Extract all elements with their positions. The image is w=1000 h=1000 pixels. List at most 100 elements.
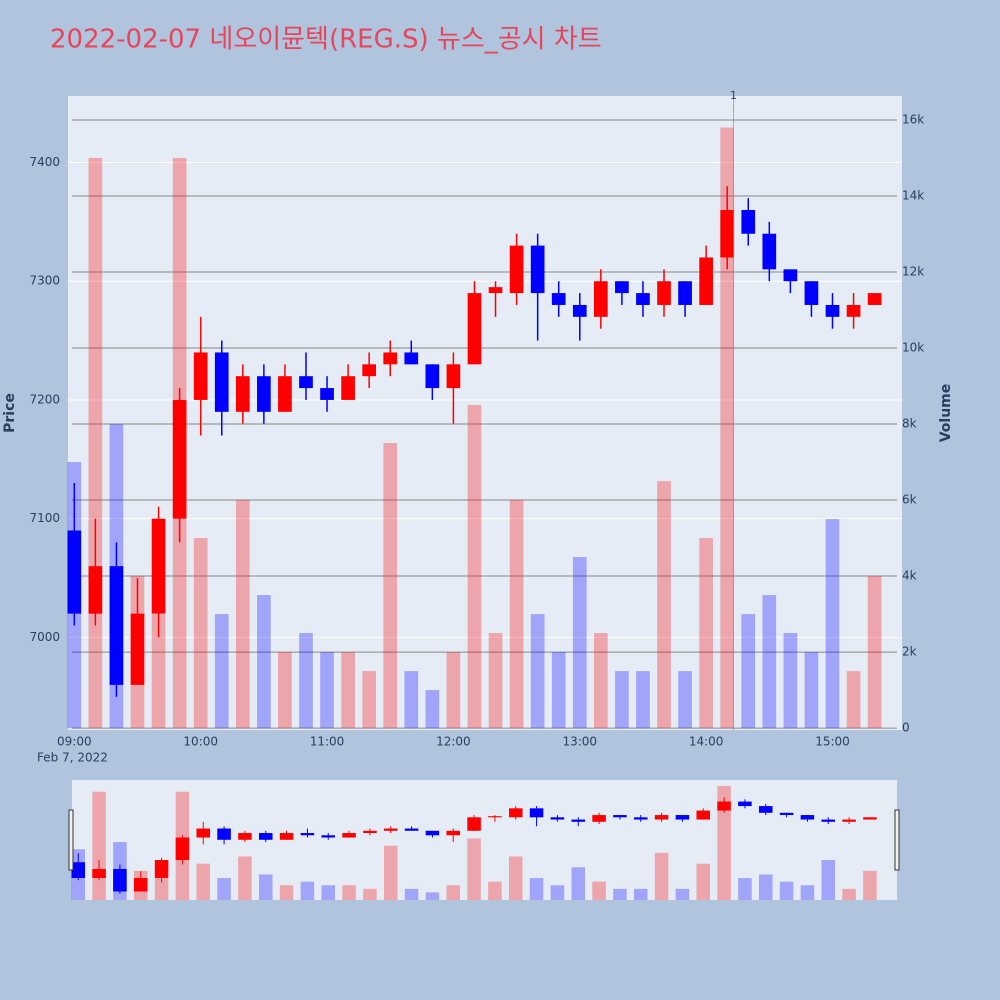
- slider-candle-body: [633, 817, 648, 820]
- volume-bar: [88, 157, 103, 729]
- volume-bar: [678, 671, 692, 729]
- y-axis-title: Price: [2, 393, 18, 433]
- candle-body: [720, 209, 735, 258]
- slider-volume-bar: [779, 881, 794, 900]
- x-tick-label: 10:00: [183, 735, 218, 749]
- candle-body: [615, 281, 629, 294]
- slider-volume-bar: [279, 885, 294, 900]
- volume-bar: [572, 557, 587, 729]
- candle-body: [235, 376, 250, 412]
- slider-candle-body: [425, 830, 440, 836]
- candle-body: [109, 566, 124, 685]
- slider-volume-bar: [821, 860, 836, 900]
- slider-candle-body: [196, 828, 211, 838]
- slider-volume-bar: [613, 888, 627, 900]
- candle-body: [636, 293, 650, 305]
- y2-tick-label: 2k: [902, 645, 917, 659]
- candle-body: [762, 233, 777, 270]
- y2-tick-label: 12k: [902, 264, 924, 278]
- volume-bar: [425, 690, 440, 729]
- slider-candle-body: [217, 828, 231, 840]
- slider-volume-bar: [383, 845, 398, 900]
- y-tick-label: 7200: [29, 392, 60, 406]
- volume-bar: [804, 652, 819, 729]
- volume-bar: [720, 127, 735, 729]
- slider-candle-body: [92, 868, 106, 878]
- y2-tick-label: 6k: [902, 493, 917, 507]
- volume-bar: [551, 652, 566, 729]
- slider-handle[interactable]: [68, 809, 74, 871]
- volume-bar: [151, 614, 166, 729]
- x-tick-label: 13:00: [562, 735, 597, 749]
- y2-tick-label: 8k: [902, 417, 917, 431]
- candle-body: [278, 376, 292, 412]
- volume-bar: [257, 595, 271, 729]
- annotation-text: 1: [730, 89, 737, 102]
- slider-volume-bar: [675, 888, 690, 900]
- slider-volume-bar: [738, 878, 752, 900]
- slider-candle-body: [779, 812, 794, 816]
- candle-body: [846, 304, 861, 317]
- x-tick-label: 15:00: [815, 735, 850, 749]
- slider-candle-body: [654, 815, 669, 820]
- slider-volume-bar: [571, 867, 586, 900]
- plot-area: [68, 96, 902, 730]
- x-date-label: Feb 7, 2022: [37, 751, 108, 765]
- y2-tick-label: 4k: [902, 569, 917, 583]
- slider-volume-bar: [404, 888, 419, 900]
- y2-tick-label: 0: [902, 721, 910, 735]
- volume-bar: [593, 633, 608, 729]
- candle-body: [551, 293, 566, 305]
- slider-candle-body: [175, 837, 190, 860]
- slider-volume-bar: [446, 885, 461, 900]
- range-slider[interactable]: [72, 780, 897, 900]
- candle-body: [320, 388, 334, 400]
- slider-candle-body: [758, 806, 773, 813]
- x-tick-label: 12:00: [436, 735, 471, 749]
- slider-candle-body: [321, 835, 336, 838]
- slider-volume-bar: [696, 863, 711, 900]
- slider-volume-bar: [321, 885, 336, 900]
- slider-handle[interactable]: [894, 809, 900, 871]
- volume-bar: [762, 595, 777, 729]
- slider-candle-body: [863, 817, 877, 820]
- volume-bar: [825, 519, 840, 729]
- slider-volume-bar: [529, 878, 544, 900]
- candle-body: [741, 209, 756, 234]
- slider-volume-bar: [238, 856, 252, 900]
- candle-body: [804, 281, 819, 305]
- slider-volume-bar: [633, 888, 648, 900]
- slider-candle-body: [529, 808, 544, 818]
- candle-body: [530, 245, 545, 294]
- slider-volume-bar: [196, 863, 211, 900]
- volume-bar: [846, 671, 861, 729]
- slider-candle-body: [363, 830, 377, 834]
- volume-bar: [383, 443, 398, 729]
- volume-bar: [867, 576, 882, 729]
- volume-bar: [299, 633, 313, 729]
- slider-candle-body: [571, 819, 586, 822]
- candle-body: [67, 530, 82, 614]
- chart-title: 2022-02-07 네오이뮨텍(REG.S) 뉴스_공시 차트: [50, 25, 602, 55]
- x-tick-label: 14:00: [689, 735, 724, 749]
- slider-volume-bar: [550, 885, 565, 900]
- slider-candle-body: [467, 817, 481, 831]
- y-tick-label: 7400: [29, 155, 60, 169]
- volume-bar: [467, 405, 482, 729]
- candle-body: [446, 364, 461, 389]
- volume-bar: [636, 671, 650, 729]
- candle-body: [467, 293, 482, 365]
- slider-volume-bar: [217, 878, 231, 900]
- volume-bar: [214, 614, 229, 729]
- volume-bar: [615, 671, 629, 729]
- slider-volume-bar: [467, 838, 481, 900]
- slider-volume-bar: [258, 874, 273, 900]
- volume-bar: [509, 500, 524, 729]
- candle-body: [383, 352, 398, 365]
- candle-body: [193, 352, 208, 400]
- slider-candle-body: [154, 860, 169, 878]
- slider-candle-body: [696, 810, 711, 820]
- slider-candle-body: [488, 816, 502, 818]
- slider-volume-bar: [758, 874, 773, 900]
- slider-candle-body: [738, 801, 752, 807]
